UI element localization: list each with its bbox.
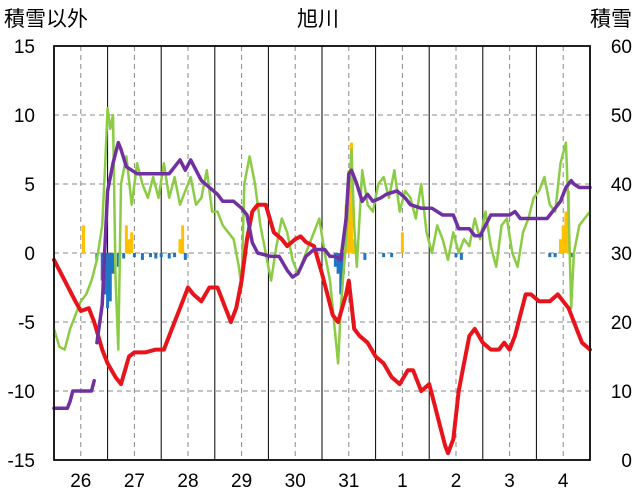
precip-bar — [116, 253, 120, 267]
precip-bar — [81, 225, 85, 253]
y-tick-label-right: 60 — [611, 37, 632, 58]
y-tick-label-right: 20 — [611, 313, 632, 334]
y-tick-label-right: 0 — [621, 451, 632, 472]
precip-bar — [352, 239, 356, 253]
x-tick-label: 31 — [338, 471, 359, 492]
y-tick-label-right: 10 — [611, 382, 632, 403]
series-lines — [52, 106, 592, 456]
snow-depth-series-line — [52, 378, 96, 411]
precip-bar — [349, 142, 353, 253]
precip-bar — [108, 253, 112, 302]
precip-bar — [569, 253, 573, 258]
precip-bar — [140, 253, 144, 260]
precip-bar — [459, 253, 463, 260]
x-tick-label: 1 — [397, 471, 408, 492]
x-tick-label: 27 — [124, 471, 145, 492]
precip-bar — [363, 253, 367, 260]
y-tick-label-left: 10 — [14, 106, 35, 127]
y-tick-label-left: -5 — [18, 313, 35, 334]
x-tick-label: 29 — [231, 471, 252, 492]
precip-bar — [400, 232, 404, 253]
precip-bar — [132, 253, 136, 258]
y-tick-label-right: 50 — [611, 106, 632, 127]
precip-bar — [178, 239, 182, 253]
right-axis-label: 積雪 — [590, 7, 632, 31]
precip-bar — [124, 225, 128, 253]
x-tick-label: 30 — [285, 471, 306, 492]
precip-bar — [159, 253, 163, 258]
precip-bar — [390, 253, 394, 258]
precip-bar — [167, 253, 171, 259]
y-tick-label-left: 0 — [24, 244, 35, 265]
precip-bar — [454, 253, 458, 258]
y-tick-label-left: 15 — [14, 37, 35, 58]
precip-bar — [548, 253, 552, 258]
left-axis-label: 積雪以外 — [4, 7, 88, 31]
precip-bar — [561, 225, 565, 253]
precip-bar — [173, 253, 177, 258]
snow-depth-series-line — [95, 140, 592, 345]
x-tick-label: 2 — [451, 471, 462, 492]
precip-bar — [154, 253, 158, 259]
precip-bar — [181, 225, 185, 253]
chart-title: 旭川 — [297, 7, 339, 31]
plot-frame — [53, 45, 591, 461]
precip-bar — [336, 253, 340, 274]
precip-bar — [100, 253, 104, 281]
precip-bar — [333, 253, 337, 267]
precip-bar — [559, 239, 563, 253]
precip-bar — [339, 253, 343, 295]
precip-bar — [130, 232, 134, 253]
y-tick-label-right: 40 — [611, 175, 632, 196]
x-tick-label: 26 — [70, 471, 91, 492]
precip-bar — [553, 253, 557, 258]
precip-bar — [382, 253, 386, 258]
x-tick-label: 3 — [504, 471, 515, 492]
y-tick-label-left: -15 — [8, 451, 35, 472]
y-tick-label-right: 30 — [611, 244, 632, 265]
precip-bar — [127, 239, 131, 253]
precip-bar — [148, 253, 152, 258]
y-tick-label-left: -10 — [8, 382, 35, 403]
wind-series-line — [52, 106, 592, 365]
precip-bar — [564, 211, 568, 253]
y-tick-label-left: 5 — [24, 175, 35, 196]
precip-bar — [106, 253, 110, 309]
x-tick-label: 28 — [177, 471, 198, 492]
precip-bar — [111, 253, 115, 274]
precip-bar — [183, 253, 187, 260]
temperature-series-line — [52, 202, 592, 456]
x-tick-label: 4 — [558, 471, 569, 492]
precip-bar — [122, 253, 126, 259]
